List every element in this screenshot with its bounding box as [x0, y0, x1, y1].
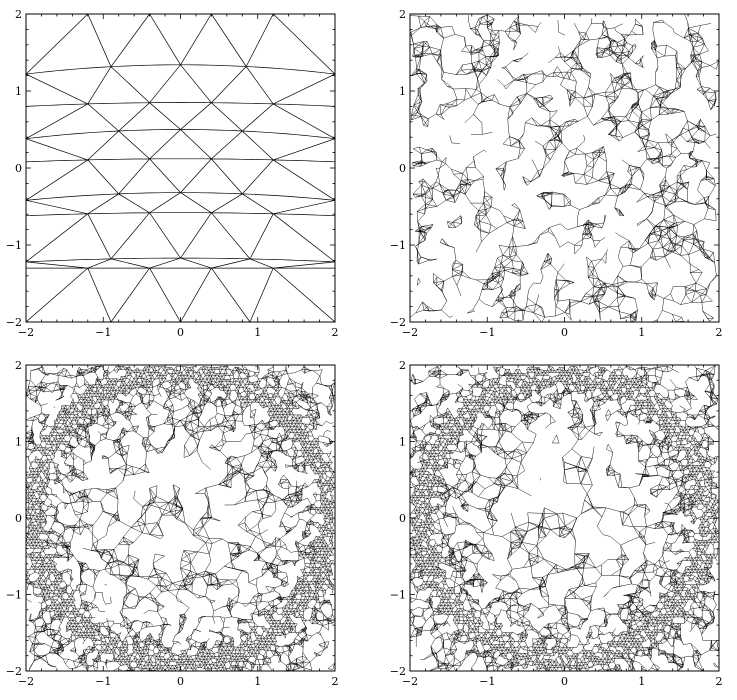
mesh-edges: [410, 365, 719, 671]
x-tick-label: 1: [254, 326, 261, 339]
mesh-ring-refined: [410, 365, 719, 671]
x-tick-label: 0: [177, 326, 184, 339]
y-tick-label: 1: [399, 85, 406, 98]
y-tick-label: −2: [390, 665, 406, 678]
x-tick-label: 0: [561, 675, 568, 688]
x-tick-label: −2: [402, 326, 418, 339]
y-tick-label: 1: [399, 436, 406, 449]
y-tick-label: 0: [15, 512, 22, 525]
mesh-ring-refined: [26, 365, 335, 671]
y-tick-label: 0: [399, 162, 406, 175]
mesh-coarse: [26, 14, 335, 322]
x-tick-label: 2: [332, 675, 339, 688]
panel-top-right: −2 −1 0 1 2 2 1 0 −1 −2: [390, 8, 723, 339]
x-tick-label: 1: [638, 675, 645, 688]
x-tick-label: −1: [95, 326, 111, 339]
y-tick-label: 1: [15, 85, 22, 98]
mesh-edges: [410, 14, 719, 322]
x-tick-label: −1: [479, 675, 495, 688]
y-tick-label: −1: [390, 589, 406, 602]
y-tick-label: 1: [15, 436, 22, 449]
y-tick-label: −2: [390, 316, 406, 329]
y-tick-label: −2: [6, 665, 22, 678]
panel-bottom-left: −2 −1 0 1 2 2 1 0 −1 −2: [6, 359, 339, 688]
y-tick-label: −2: [6, 316, 22, 329]
mesh-fine-adaptive: [410, 14, 719, 322]
mesh-edges: [26, 14, 335, 322]
x-tick-label: 1: [254, 675, 261, 688]
plot-frame: [25, 13, 336, 323]
y-tick-label: 0: [399, 512, 406, 525]
y-tick-label: 2: [399, 8, 406, 21]
x-tick-label: 1: [638, 326, 645, 339]
x-tick-label: 0: [177, 675, 184, 688]
y-tick-label: −1: [390, 239, 406, 252]
x-tick-label: 2: [716, 675, 723, 688]
y-tick-label: 2: [15, 8, 22, 21]
panel-bottom-right: −2 −1 0 1 2 2 1 0 −1 −2: [390, 359, 723, 688]
panel-top-left: −2 −1 0 1 2 2 1 0 −1 −2: [6, 8, 339, 339]
y-tick-label: 2: [399, 359, 406, 372]
y-tick-label: 0: [15, 162, 22, 175]
x-tick-label: −2: [402, 675, 418, 688]
x-tick-label: 2: [716, 326, 723, 339]
x-tick-label: −1: [95, 675, 111, 688]
y-tick-label: −1: [6, 239, 22, 252]
mesh-edges: [26, 365, 335, 671]
x-tick-label: 0: [561, 326, 568, 339]
y-tick-label: 2: [15, 359, 22, 372]
x-tick-label: −2: [18, 675, 34, 688]
x-tick-label: −1: [479, 326, 495, 339]
y-tick-label: −1: [6, 589, 22, 602]
x-tick-label: −2: [18, 326, 34, 339]
x-tick-label: 2: [332, 326, 339, 339]
